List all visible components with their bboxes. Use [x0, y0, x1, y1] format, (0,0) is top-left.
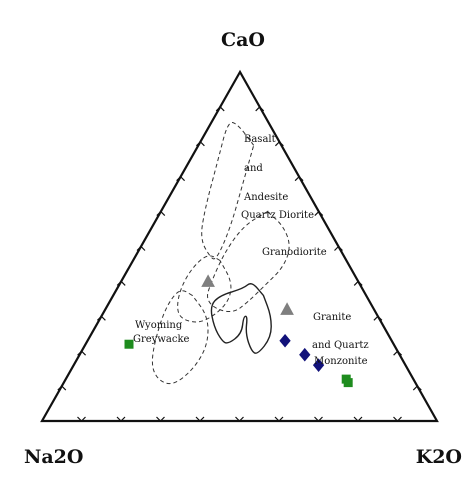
left-tick [195, 140, 205, 147]
triangle-marker [280, 302, 294, 315]
vertex-label-top: CaO [221, 29, 265, 51]
data-points [124, 274, 353, 388]
bottom-tick [353, 416, 363, 422]
vertex-label-right: K2O [416, 446, 462, 468]
field-label-basalt: Basalt [244, 134, 276, 145]
triangle-marker [201, 274, 215, 287]
right-tick [393, 350, 403, 356]
right-tick [274, 140, 284, 147]
field-outlines [151, 122, 290, 385]
bottom-tick [393, 416, 402, 422]
field-label-granodiorite: Granodiorite [262, 247, 327, 258]
diamond-marker [312, 358, 325, 372]
field-label-monzonite: Monzonite [314, 356, 368, 367]
triangle-frame [40, 69, 439, 423]
left-tick [116, 280, 126, 286]
field-wyoming-greywacke-field [210, 283, 272, 354]
right-tick [353, 280, 363, 286]
bottom-tick [156, 416, 165, 422]
right-tick [412, 385, 422, 391]
left-tick [136, 245, 146, 251]
right-tick [294, 175, 304, 182]
bottom-tick [77, 416, 86, 422]
left-tick [176, 175, 186, 182]
bottom-tick [314, 416, 323, 422]
field-label-andesite: Andesite [243, 192, 288, 203]
right-tick [255, 106, 265, 112]
vertex-label-left: Na2O [24, 446, 83, 468]
field-label-and: and [244, 163, 263, 174]
field-quartz-diorite [207, 211, 290, 313]
right-tick [373, 315, 383, 321]
left-tick [215, 106, 225, 112]
right-tick [314, 210, 324, 217]
field-granite-quartz-monzonite [151, 290, 209, 385]
field-label-quartz-diorite: Quartz Diorite [241, 210, 314, 221]
diamond-marker [279, 333, 291, 348]
left-tick [96, 315, 106, 321]
square-marker [124, 339, 134, 349]
left-tick [156, 210, 166, 217]
field-label-and-quartz: and Quartz [312, 340, 369, 351]
square-marker [343, 378, 353, 388]
field-label-granite: Granite [313, 312, 351, 323]
triangle-outline [40, 69, 439, 423]
field-basalt-andesite [201, 122, 255, 260]
bottom-tick [235, 416, 244, 422]
right-tick [334, 245, 343, 251]
field-label-wyoming: Wyoming [135, 320, 183, 331]
field-granodiorite [177, 255, 232, 323]
left-tick [57, 385, 67, 391]
diamond-marker [299, 347, 311, 362]
bottom-tick [195, 416, 205, 422]
bottom-tick [116, 416, 126, 422]
field-label-greywacke: Greywacke [133, 334, 190, 345]
bottom-tick [274, 416, 284, 422]
left-tick [77, 350, 87, 356]
